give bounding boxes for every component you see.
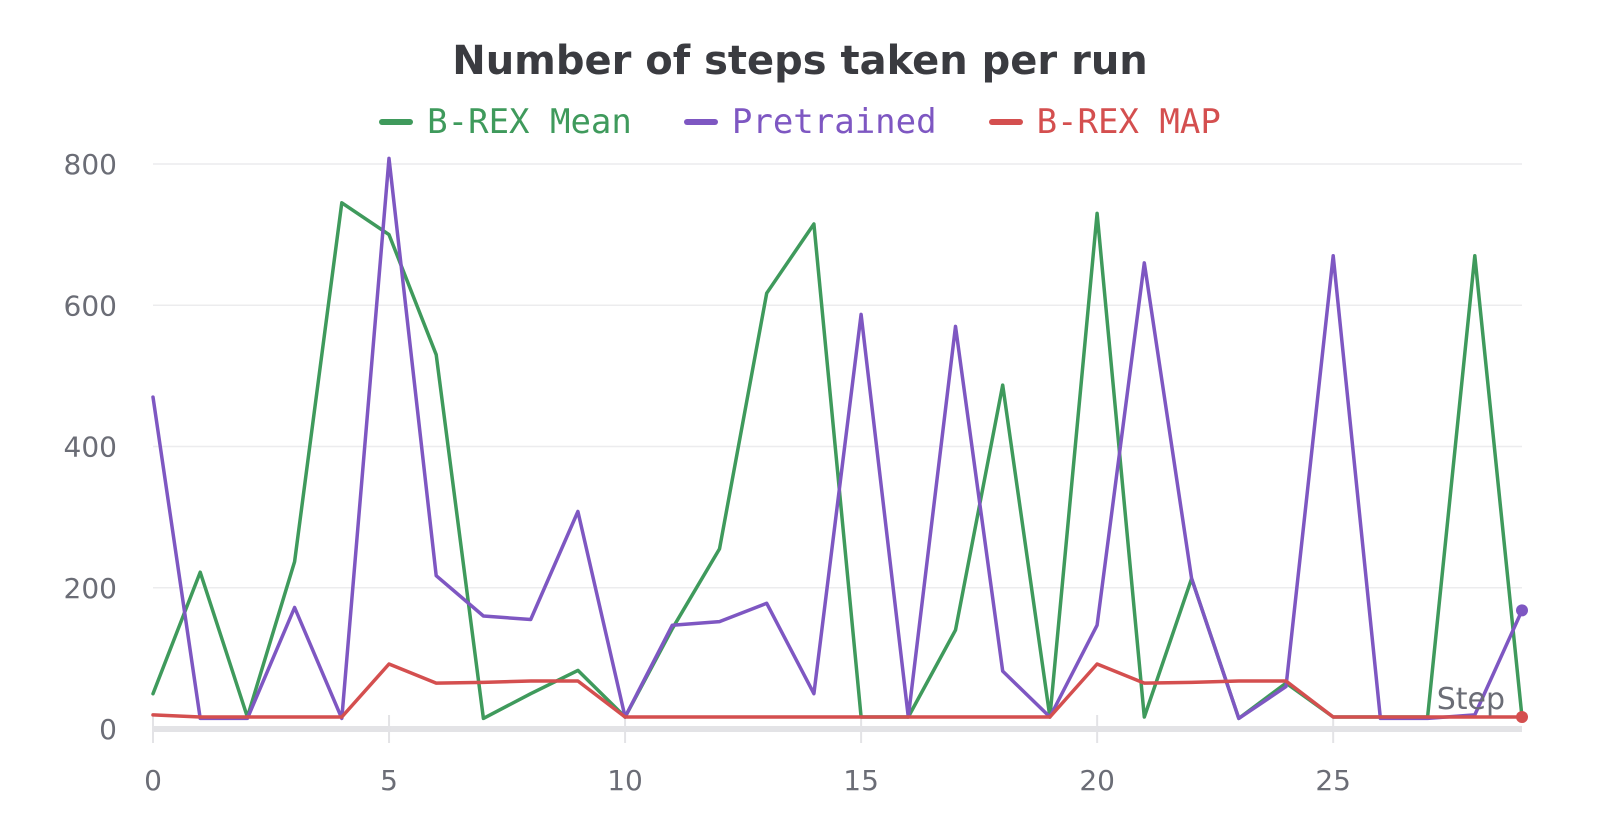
- y-tick-label-200: 200: [64, 572, 117, 605]
- series-endpoint-pretrained: [1516, 604, 1528, 617]
- series-lines: [151, 156, 1528, 723]
- x-tick-label-5: 5: [380, 764, 398, 797]
- x-tick-label-20: 20: [1079, 764, 1115, 797]
- series-endpoint-b-rex-map: [1516, 710, 1528, 723]
- legend-item-pretrained[interactable]: Pretrained: [683, 102, 937, 142]
- legend-label-b-rex-mean: B-REX Mean: [427, 102, 632, 142]
- y-tick-label-800: 800: [64, 148, 117, 181]
- y-axis-ticks: 0 200 400 600 800: [64, 148, 117, 746]
- x-axis-ticks: 0 5 10 15 20 25: [144, 715, 1351, 797]
- series-line-b-rex-mean: [151, 201, 1524, 721]
- x-axis-label: Step: [1437, 682, 1505, 717]
- legend-item-b-rex-map[interactable]: B-REX MAP: [988, 102, 1221, 142]
- y-tick-label-600: 600: [64, 289, 117, 322]
- legend-swatch-pretrained: [683, 119, 718, 125]
- legend-item-b-rex-mean[interactable]: B-REX Mean: [379, 102, 632, 142]
- x-tick-label-0: 0: [144, 764, 162, 797]
- legend-swatch-b-rex-map: [988, 119, 1023, 125]
- x-tick-label-10: 10: [607, 764, 643, 797]
- x-tick-label-25: 25: [1315, 764, 1351, 797]
- grid-lines: [153, 163, 1522, 589]
- y-tick-label-0: 0: [99, 713, 117, 746]
- legend-label-pretrained: Pretrained: [731, 102, 937, 142]
- legend-label-b-rex-map: B-REX MAP: [1036, 102, 1221, 142]
- legend-swatch-b-rex-mean: [379, 119, 414, 125]
- y-tick-label-400: 400: [64, 431, 117, 464]
- series-line-pretrained: [151, 156, 1524, 721]
- chart-title: Number of steps taken per run: [452, 38, 1148, 84]
- series-line-b-rex-map: [151, 662, 1524, 719]
- legend: B-REX Mean Pretrained B-REX MAP: [0, 102, 1600, 142]
- x-tick-label-15: 15: [843, 764, 879, 797]
